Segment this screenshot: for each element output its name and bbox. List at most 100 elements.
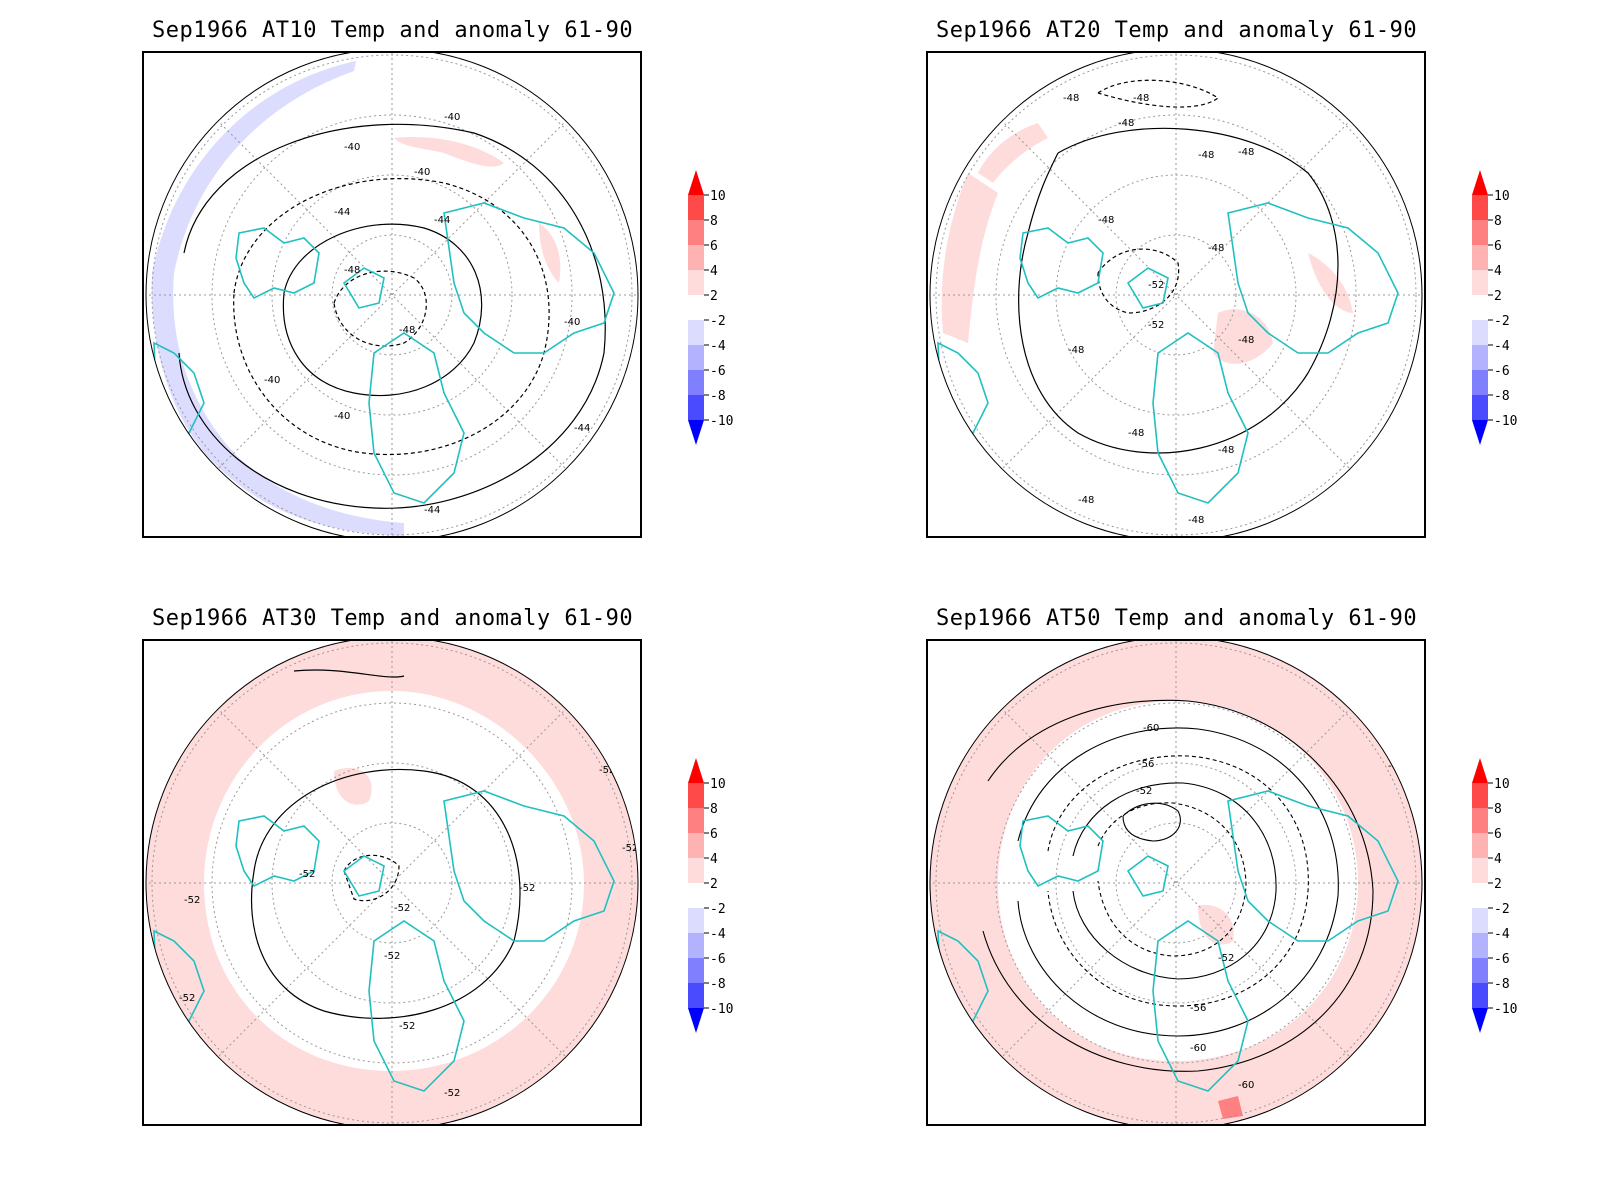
- svg-text:-52: -52: [1148, 320, 1164, 331]
- colorbar-segment: [1472, 808, 1488, 833]
- svg-text:-52: -52: [394, 903, 410, 914]
- coastlines: [937, 790, 1399, 1092]
- colorbar-label: -4: [1494, 339, 1510, 354]
- colorbar-label: 2: [710, 289, 718, 304]
- colorbar-segment: [1472, 320, 1488, 345]
- colorbar-label: 8: [710, 802, 718, 817]
- svg-text:-48: -48: [1218, 445, 1234, 456]
- colorbar-segment: [688, 245, 704, 270]
- svg-text:-52: -52: [399, 1021, 415, 1032]
- colorbar-arrow-top: [688, 758, 704, 783]
- colorbar-label: 10: [1494, 777, 1510, 792]
- colorbar: 10 8 6 4 2 -2 -4 -6 -8 -10: [1472, 170, 1517, 445]
- colorbar-segment: [1472, 908, 1488, 933]
- svg-text:-60: -60: [1238, 1080, 1254, 1091]
- svg-text:-44: -44: [334, 207, 350, 218]
- svg-text:-40: -40: [334, 411, 350, 422]
- colorbar-segment: [1472, 983, 1488, 1008]
- polar-map: -40 -40 -40 -44 -44 -48 -48 -40 -40 -44 -44 -40: [142, 51, 642, 538]
- colorbar-segment: [688, 808, 704, 833]
- colorbar-segment: [1472, 345, 1488, 370]
- colorbar-label: -10: [710, 1002, 733, 1017]
- map-svg: -60-56-52 -60-52-56 -60-60: [929, 641, 1423, 1124]
- svg-text:-48: -48: [1133, 93, 1149, 104]
- colorbar-label: -6: [710, 364, 726, 379]
- colorbar-segment: [1472, 195, 1488, 220]
- svg-text:-48: -48: [1063, 93, 1079, 104]
- panel-title: Sep1966 AT10 Temp and anomaly 61-90: [152, 18, 634, 43]
- colorbar-label: 6: [710, 827, 718, 842]
- colorbar-label: 4: [710, 852, 718, 867]
- colorbar-label: -8: [1494, 389, 1510, 404]
- colorbar-label: -10: [1494, 1002, 1517, 1017]
- svg-text:-48: -48: [1188, 515, 1204, 526]
- panel-title: Sep1966 AT30 Temp and anomaly 61-90: [152, 606, 634, 631]
- colorbar-segment: [1472, 370, 1488, 395]
- svg-text:-52: -52: [384, 951, 400, 962]
- colorbar-segment: [688, 933, 704, 958]
- svg-text:-60: -60: [1190, 1043, 1206, 1054]
- coastlines: [937, 202, 1399, 504]
- colorbar-segment: [688, 295, 704, 320]
- panel-title: Sep1966 AT20 Temp and anomaly 61-90: [936, 18, 1418, 43]
- colorbar-label: -10: [1494, 414, 1517, 429]
- colorbar-label: 8: [1494, 214, 1502, 229]
- svg-text:-40: -40: [444, 112, 460, 123]
- colorbar-label: -8: [710, 977, 726, 992]
- colorbar-label: -10: [710, 414, 733, 429]
- svg-text:-52: -52: [299, 869, 315, 880]
- colorbar-segment: [688, 783, 704, 808]
- colorbar: 10 8 6 4 2 -2 -4 -6 -8 -10: [1472, 758, 1517, 1033]
- colorbar-label: -2: [1494, 314, 1510, 329]
- colorbar-label: 6: [1494, 239, 1502, 254]
- colorbar-segment: [688, 983, 704, 1008]
- colorbar-label: 6: [710, 239, 718, 254]
- svg-text:-40: -40: [564, 317, 580, 328]
- colorbar-label: 2: [710, 877, 718, 892]
- svg-text:-40: -40: [264, 375, 280, 386]
- svg-text:-44: -44: [434, 215, 450, 226]
- warm-anomaly: [334, 767, 372, 805]
- colorbar-label: 4: [1494, 264, 1502, 279]
- colorbar: 10 8 6 4 2 -2 -4 -6 -8 -10: [688, 170, 733, 445]
- colorbar-segment: [1472, 220, 1488, 245]
- map-svg: -48 -48-48 -48 -48-48 -48-52-52 -48-48-48 …: [929, 53, 1423, 536]
- map-svg: -40 -40 -40 -44 -44 -48 -48 -40 -40 -44 -44 -40: [145, 53, 639, 536]
- colorbar-label: -2: [710, 902, 726, 917]
- colorbar-label: -6: [1494, 364, 1510, 379]
- svg-text:-52: -52: [1136, 786, 1152, 797]
- colorbar-segment: [688, 883, 704, 908]
- colorbar-label: 8: [710, 214, 718, 229]
- svg-text:-48: -48: [1198, 150, 1214, 161]
- colorbar-segment: [688, 345, 704, 370]
- colorbar-label: -4: [1494, 927, 1510, 942]
- colorbar-segment: [1472, 270, 1488, 295]
- colorbar-label: -8: [710, 389, 726, 404]
- colorbar-label: -4: [710, 339, 726, 354]
- svg-text:-52: -52: [519, 883, 535, 894]
- colorbar-segment: [1472, 933, 1488, 958]
- warm-anomaly: [953, 433, 1038, 523]
- colorbar-arrow-top: [688, 170, 704, 195]
- cool-anomaly: [151, 61, 404, 536]
- colorbar-label: 4: [710, 264, 718, 279]
- colorbar-arrow-top: [1472, 170, 1488, 195]
- colorbar-segment: [1472, 883, 1488, 908]
- colorbar-label: -8: [1494, 977, 1510, 992]
- svg-text:-48: -48: [1098, 215, 1114, 226]
- svg-text:-52: -52: [179, 993, 195, 1004]
- svg-text:-48: -48: [1128, 428, 1144, 439]
- colorbar-label: -6: [710, 952, 726, 967]
- map-svg: -52 -52 -52 -52 -52 -52 -52 -52 -52 -52: [145, 641, 639, 1124]
- warm-anomaly: [539, 223, 561, 283]
- svg-text:-56: -56: [1190, 1003, 1206, 1014]
- colorbar-label: -2: [1494, 902, 1510, 917]
- colorbar-segment: [688, 270, 704, 295]
- colorbar-label: 6: [1494, 827, 1502, 842]
- colorbar-segment: [688, 195, 704, 220]
- polar-map: -48 -48 -48 -48 -48 -48 -48 -52 -52 -48 -48 -48 …: [926, 51, 1426, 538]
- colorbar-segment: [688, 833, 704, 858]
- polar-map: -60 -56 -52 -60 -52 -56 -60 -60: [926, 639, 1426, 1126]
- colorbar-arrow-bottom: [688, 1008, 704, 1033]
- colorbar-arrow-top: [1472, 758, 1488, 783]
